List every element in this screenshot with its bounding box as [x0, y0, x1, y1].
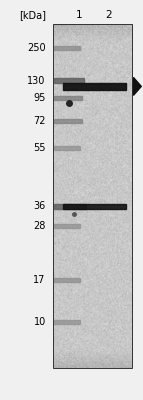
- Text: 2: 2: [105, 10, 112, 20]
- Bar: [54, 119, 82, 123]
- Bar: [53, 24, 132, 368]
- Bar: [54, 78, 84, 83]
- Bar: [63, 83, 126, 90]
- Text: 17: 17: [33, 275, 46, 285]
- Text: 10: 10: [33, 317, 46, 327]
- Polygon shape: [133, 77, 141, 95]
- Bar: [54, 204, 86, 209]
- Text: 36: 36: [33, 202, 46, 211]
- Text: 250: 250: [27, 43, 46, 53]
- Text: 72: 72: [33, 116, 46, 126]
- Bar: [54, 224, 80, 228]
- Text: [kDa]: [kDa]: [19, 10, 46, 20]
- Bar: [54, 46, 80, 50]
- Text: 28: 28: [33, 221, 46, 231]
- Bar: [54, 320, 80, 324]
- Text: 55: 55: [33, 143, 46, 153]
- Bar: [54, 278, 80, 282]
- Text: 1: 1: [76, 10, 83, 20]
- Bar: [63, 204, 126, 209]
- Bar: [54, 96, 82, 100]
- Text: 130: 130: [27, 76, 46, 86]
- Bar: [54, 146, 80, 150]
- Text: 95: 95: [33, 93, 46, 103]
